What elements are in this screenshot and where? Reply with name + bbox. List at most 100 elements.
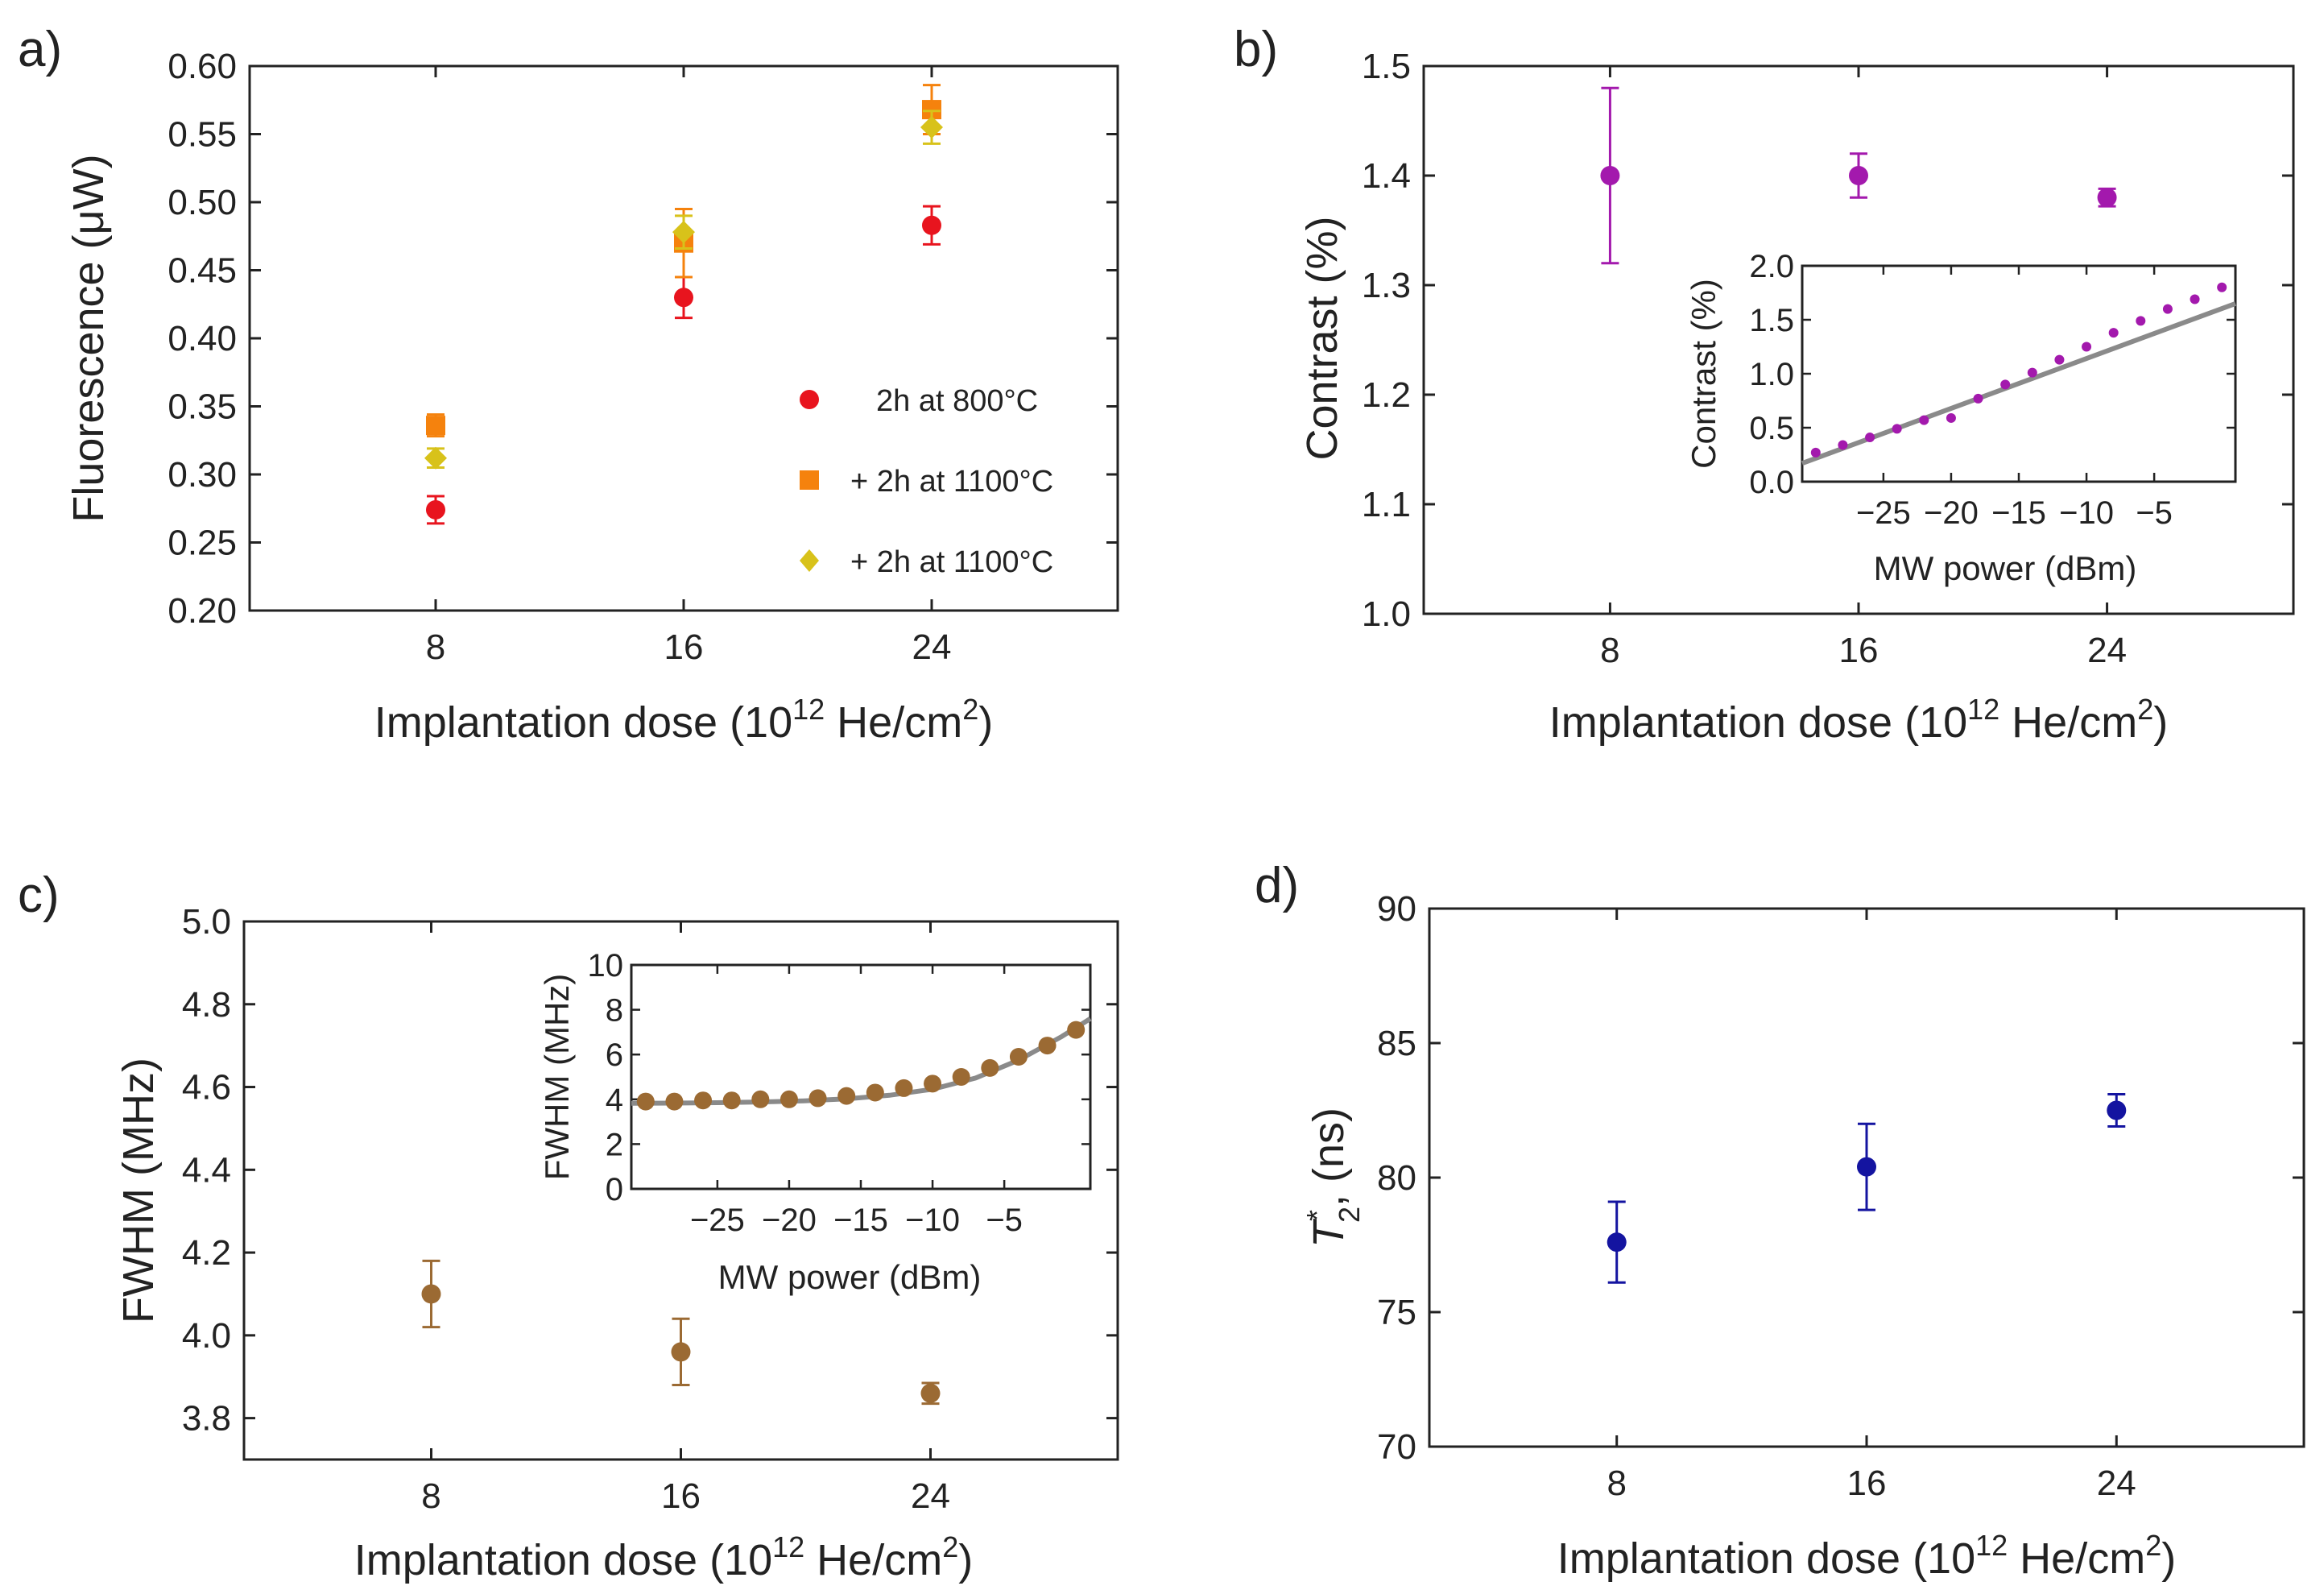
- data-point: [920, 1383, 941, 1403]
- panel-c-y-ticks: 3.8 4.0 4.2 4.4 4.6 4.8 5.0: [182, 902, 1118, 1439]
- inset-y-tick-label: 0.0: [1749, 465, 1794, 500]
- inset-x-tick-label: −5: [986, 1203, 1023, 1238]
- panel-c-x-label: Implantation dose (1012 He/cm2): [354, 1530, 973, 1584]
- inset-data-point: [751, 1090, 770, 1108]
- panel-d-y-label: T*2, (ns): [1301, 1108, 1366, 1248]
- legend-marker-1100-diamond: [800, 549, 819, 572]
- panel-b-y-label: Contrast (%): [1298, 216, 1346, 460]
- inset-data-point: [808, 1089, 827, 1108]
- panel-b-x-ticks: 8 16 24: [1600, 66, 2127, 670]
- inset-y-tick-label: 8: [606, 993, 623, 1029]
- panel-c-y-label: FWHM (MHz): [114, 1058, 163, 1323]
- panel-a-frame: [248, 64, 1119, 612]
- data-point: [920, 116, 943, 139]
- panel-b-y-ticks: 1.0 1.1 1.2 1.3 1.4 1.5: [1362, 47, 2293, 634]
- x-tick-label: 16: [661, 1476, 701, 1516]
- panel-b-inset-ticks: 0.0 0.5 1.0 1.5 2.0 −25 −20 −15 −10 −5: [1749, 249, 2235, 531]
- x-tick-label: 16: [1847, 1464, 1887, 1503]
- y-tick-label: 80: [1377, 1158, 1416, 1198]
- x-tick-label: 8: [421, 1476, 440, 1516]
- inset-x-tick-label: −15: [1991, 495, 2046, 531]
- inset-x-tick-label: −25: [1856, 495, 1911, 531]
- panel-b-inset-frame: [1801, 264, 2237, 483]
- inset-data-point: [2162, 304, 2173, 314]
- data-point: [922, 215, 941, 235]
- panel-a-legend: 2h at 800°C + 2h at 1100°C + 2h at 1100°…: [800, 384, 1053, 579]
- inset-data-point: [1946, 412, 1956, 423]
- x-tick-label: 24: [911, 1476, 950, 1516]
- x-tick-label: 16: [1839, 631, 1879, 670]
- legend-label-1100-b: + 2h at 1100°C: [850, 545, 1053, 579]
- panel-c-inset: 0 2 4 6 8 10 −25 −20 −15 −10 −5 FWHM (MHz) MW powe…: [538, 948, 1092, 1296]
- y-tick-label: 70: [1377, 1427, 1416, 1467]
- panel-a-y-ticks: 0.20 0.25 0.30 0.35 0.40 0.45 0.50 0.55 0.60: [167, 47, 1118, 631]
- inset-y-tick-label: 2: [606, 1127, 623, 1162]
- inset-y-tick-label: 6: [606, 1037, 623, 1073]
- data-point: [426, 499, 445, 520]
- legend-marker-800: [800, 390, 819, 409]
- data-point: [672, 221, 695, 244]
- x-tick-label: 24: [2087, 631, 2127, 670]
- inset-y-tick-label: 1.5: [1749, 303, 1794, 338]
- panel-a-x-label: Implantation dose (1012 He/cm2): [374, 693, 993, 747]
- panel-c-inset-frame: [630, 963, 1092, 1190]
- inset-data-point: [1973, 393, 1983, 404]
- inset-data-point: [1892, 424, 1902, 434]
- inset-data-point: [1038, 1037, 1057, 1055]
- data-point: [674, 288, 693, 308]
- panel-b-label: b): [1234, 22, 1278, 77]
- inset-data-point: [665, 1092, 684, 1111]
- panel-d-marks: [1607, 1092, 2127, 1284]
- inset-data-point: [1838, 440, 1848, 450]
- y-tick-label: 1.1: [1362, 485, 1411, 524]
- inset-data-point: [636, 1092, 655, 1111]
- panel-b-x-label: Implantation dose (1012 He/cm2): [1549, 693, 2168, 747]
- y-tick-label: 5.0: [182, 902, 231, 942]
- inset-data-point: [866, 1083, 884, 1102]
- panel-c-label: c): [18, 867, 60, 923]
- panel-a: a) 0.200.250.300.350.400.450.500.550.60 …: [18, 22, 1119, 747]
- data-point: [1607, 1232, 1627, 1253]
- y-tick-label: 0.25: [167, 524, 237, 563]
- panel-c-inset-x-label: MW power (dBm): [718, 1258, 982, 1296]
- data-point: [1600, 166, 1620, 185]
- y-tick-label: 1.2: [1362, 375, 1411, 415]
- y-tick-label: 4.6: [182, 1068, 231, 1108]
- inset-data-point: [924, 1074, 942, 1093]
- legend-label-1100-a: + 2h at 1100°C: [850, 465, 1053, 499]
- inset-data-point: [1919, 415, 1929, 425]
- x-tick-label: 8: [426, 627, 445, 667]
- y-tick-label: 0.20: [167, 591, 237, 631]
- inset-data-point: [1067, 1021, 1085, 1039]
- x-tick-label: 24: [2097, 1464, 2136, 1503]
- x-tick-label: 8: [1607, 1464, 1626, 1503]
- inset-y-tick-label: 2.0: [1749, 249, 1794, 284]
- panel-c-inset-ticks: 0 2 4 6 8 10 −25 −20 −15 −10 −5: [588, 948, 1090, 1238]
- inset-x-tick-label: −10: [905, 1203, 960, 1238]
- x-tick-label: 8: [1600, 631, 1619, 670]
- y-tick-label: 0.40: [167, 319, 237, 358]
- inset-x-tick-label: −5: [2136, 495, 2173, 531]
- inset-y-tick-label: 4: [606, 1083, 623, 1118]
- y-tick-label: 4.8: [182, 985, 231, 1025]
- panel-c-inset-marks: [631, 1017, 1092, 1111]
- panel-a-y-label: Fluorescence (μW): [64, 154, 113, 522]
- inset-x-tick-label: −15: [833, 1203, 888, 1238]
- panel-d-y-ticks: 70 75 80 85 90: [1377, 889, 2304, 1467]
- panel-d-x-label: Implantation dose (1012 He/cm2): [1557, 1529, 2176, 1583]
- inset-data-point: [779, 1090, 798, 1108]
- x-tick-label: 24: [912, 627, 952, 667]
- inset-data-point: [895, 1079, 913, 1097]
- inset-data-point: [952, 1068, 970, 1086]
- panel-a-x-ticks: 8 16 24: [426, 66, 952, 667]
- panel-d: d) 70 75 80 85 90 8 16 24 T*2, (ns) Implantati…: [1255, 858, 2305, 1583]
- y-tick-label: 1.4: [1362, 156, 1411, 196]
- inset-y-tick-label: 10: [588, 948, 624, 983]
- y-tick-label: 4.4: [182, 1150, 231, 1190]
- y-tick-label: 4.0: [182, 1316, 231, 1356]
- data-point: [2097, 188, 2117, 208]
- inset-data-point: [1009, 1047, 1028, 1066]
- inset-y-tick-label: 1.0: [1749, 357, 1794, 392]
- panel-c: c) 3.84.04.24.44.64.85.0 8 16 24 FWHM (MHz…: [18, 867, 1119, 1584]
